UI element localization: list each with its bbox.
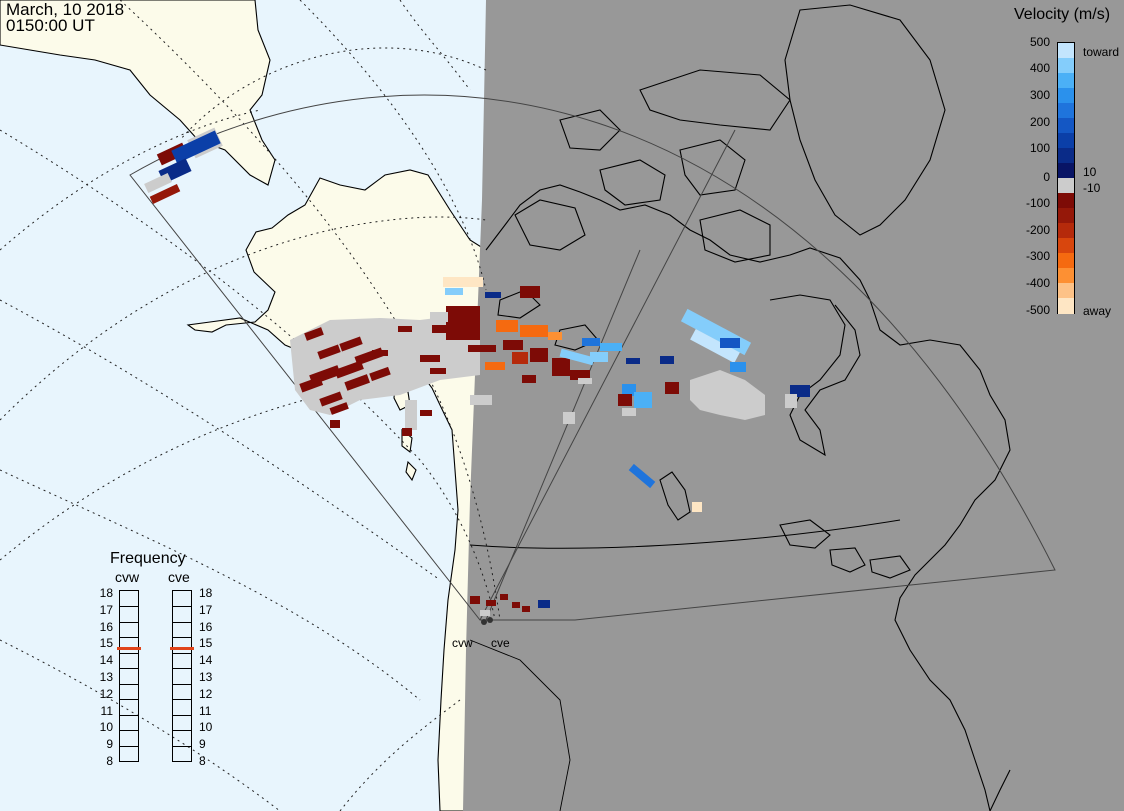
freq-radar-cve: cve xyxy=(168,569,190,585)
frequency-gridline xyxy=(120,730,138,732)
frequency-tick-left: 15 xyxy=(99,636,113,651)
frequency-gridline xyxy=(120,714,138,716)
legend-title: Velocity (m/s) xyxy=(1014,6,1111,23)
frequency-gridline xyxy=(120,637,138,639)
frequency-gridline xyxy=(173,699,191,701)
frequency-gridline xyxy=(120,699,138,701)
frequency-gridline xyxy=(173,637,191,639)
frequency-tick-left: 17 xyxy=(99,602,113,617)
colorbar-segment xyxy=(1058,73,1074,90)
frequency-gridline xyxy=(173,745,191,747)
frequency-gridline xyxy=(120,606,138,608)
frequency-gridline xyxy=(173,621,191,623)
colorbar-segment xyxy=(1058,268,1074,285)
colorbar-segment xyxy=(1058,148,1074,165)
frequency-tick-right: 8 xyxy=(199,754,206,768)
legend-tick-label: 200 xyxy=(1029,115,1050,129)
frequency-tick-right: 11 xyxy=(199,703,212,718)
freq-radar-cvw: cvw xyxy=(115,569,140,585)
frequency-tick-left: 13 xyxy=(99,670,113,684)
legend-tick-label: 100 xyxy=(1029,141,1050,155)
colorbar-segment xyxy=(1058,58,1074,75)
colorbar-segment xyxy=(1058,223,1074,240)
frequency-gridline xyxy=(173,668,191,670)
radar-label-cvw: cvw xyxy=(452,636,473,650)
legend-tick-label: 10 xyxy=(1083,165,1097,179)
frequency-marker xyxy=(170,647,194,651)
colorbar-segment xyxy=(1058,298,1074,315)
colorbar-segment xyxy=(1058,118,1074,135)
backscatter-cells xyxy=(144,127,810,616)
frequency-marker xyxy=(117,647,141,651)
radar-label-cve: cve xyxy=(491,636,510,650)
radar-sites xyxy=(481,617,493,625)
frequency-tick-left: 9 xyxy=(106,737,113,752)
legend-tick-label: -200 xyxy=(1025,223,1050,237)
frequency-tick-right: 9 xyxy=(199,737,206,752)
legend-tick-label: 0 xyxy=(1043,170,1050,184)
coastlines-night xyxy=(469,4,1011,811)
frequency-gridline xyxy=(173,730,191,732)
colorbar-segment xyxy=(1058,103,1074,120)
colorbar-segment xyxy=(1058,283,1074,300)
colorbar-segment xyxy=(1058,133,1074,150)
frequency-tick-left: 16 xyxy=(99,619,113,634)
frequency-tick-right: 18 xyxy=(199,586,213,600)
colorbar-segment xyxy=(1058,178,1074,195)
colorbar-segment xyxy=(1058,88,1074,105)
legend-toward-label: toward xyxy=(1083,45,1120,59)
legend-tick-label: 300 xyxy=(1029,88,1050,102)
frequency-scale-cve xyxy=(170,590,194,762)
legend-tick-label: -300 xyxy=(1025,249,1050,263)
frequency-gridline xyxy=(120,683,138,685)
frequency-tick-right: 12 xyxy=(199,686,213,701)
frequency-gridline xyxy=(120,745,138,747)
time-label: 0150:00 UT xyxy=(6,16,95,35)
legend-tick-label: 400 xyxy=(1029,61,1050,75)
legend-tick-label: -10 xyxy=(1083,181,1101,195)
frequency-tick-right: 13 xyxy=(199,670,213,684)
frequency-scale-cvw xyxy=(117,590,141,762)
frequency-tick-left: 18 xyxy=(99,586,113,600)
frequency-gridline xyxy=(120,668,138,670)
velocity-colorbar xyxy=(1057,42,1075,315)
fov-outlines xyxy=(129,94,1056,621)
frequency-title: Frequency xyxy=(110,550,186,567)
frequency-gridline xyxy=(120,621,138,623)
frequency-tick-left: 10 xyxy=(99,720,113,735)
legend-away-label: away xyxy=(1083,304,1112,318)
colorbar-segment xyxy=(1058,193,1074,210)
colorbar-segment xyxy=(1058,238,1074,255)
frequency-tick-right: 14 xyxy=(199,653,213,668)
frequency-tick-left: 8 xyxy=(106,754,113,768)
frequency-gridline xyxy=(173,606,191,608)
frequency-tick-right: 16 xyxy=(199,619,213,634)
frequency-gridline xyxy=(173,683,191,685)
frequency-tick-right: 15 xyxy=(199,636,213,651)
frequency-gridline xyxy=(120,652,138,654)
colorbar-segment xyxy=(1058,163,1074,180)
frequency-tick-right: 17 xyxy=(199,602,213,617)
frequency-gridline xyxy=(173,652,191,654)
frequency-tick-left: 12 xyxy=(99,686,113,701)
date-label: March, 10 2018 xyxy=(6,0,125,19)
frequency-tick-left: 11 xyxy=(100,703,113,718)
colorbar-segment xyxy=(1058,208,1074,225)
frequency-tick-right: 10 xyxy=(199,720,213,735)
frequency-tick-left: 14 xyxy=(99,653,113,668)
colorbar-segment xyxy=(1058,253,1074,270)
legend-tick-label: -400 xyxy=(1025,276,1050,290)
colorbar-segment xyxy=(1058,43,1074,60)
frequency-gridline xyxy=(173,714,191,716)
legend-tick-label: -500 xyxy=(1025,303,1050,317)
legend-tick-label: -100 xyxy=(1025,196,1050,210)
legend-tick-label: 500 xyxy=(1029,35,1050,49)
